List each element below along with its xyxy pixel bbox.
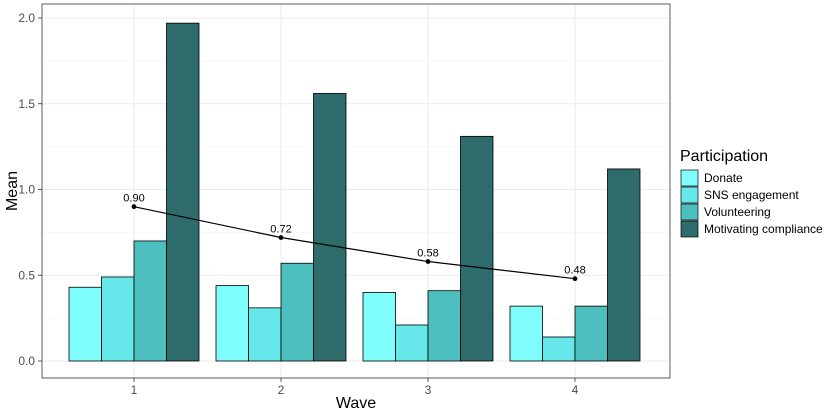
bar-volunteering-wave-1 — [133, 240, 167, 362]
bar-sns-engagement-wave-2 — [248, 307, 282, 362]
bar-donate-wave-2 — [215, 285, 249, 362]
bar-motivating-compliance-wave-4 — [607, 168, 641, 362]
y-tick-label: 0.5 — [18, 268, 35, 282]
y-tick-label: 1.0 — [18, 183, 35, 197]
legend-title: Participation — [680, 148, 768, 165]
x-tick-label: 2 — [278, 383, 285, 397]
axes: 0.0 0.5 1.0 1.5 2.0 1 2 3 4 — [18, 11, 578, 397]
trend-line-layer: 0.90 0.72 0.58 0.48 — [123, 193, 586, 282]
bar-donate-wave-3 — [362, 291, 396, 362]
bar-motivating-compliance-wave-3 — [460, 135, 494, 362]
x-tick-label: 1 — [131, 383, 138, 397]
bar-sns-engagement-wave-1 — [101, 276, 135, 362]
bar-motivating-compliance-wave-2 — [313, 93, 347, 362]
x-axis-title: Wave — [336, 395, 376, 412]
y-tick-label: 2.0 — [18, 11, 35, 25]
trend-point-label: 0.90 — [123, 193, 144, 205]
trend-point-label: 0.72 — [270, 224, 291, 236]
trend-point — [425, 259, 431, 264]
legend-key-sns-engagement — [680, 186, 699, 204]
trend-point — [278, 235, 284, 240]
trend-point — [131, 204, 137, 210]
trend-point-label: 0.48 — [564, 265, 585, 277]
trend-point — [572, 276, 578, 282]
trend-line — [133, 206, 576, 280]
legend-label-sns-engagement: SNS engagement — [704, 188, 799, 202]
bar-volunteering-wave-2 — [280, 262, 314, 362]
trend-point-label: 0.58 — [417, 248, 438, 260]
legend-label-volunteering: Volunteering — [704, 205, 771, 219]
y-axis-title: Mean — [4, 171, 21, 211]
legend: Participation Donate SNS engagement Volunt… — [680, 148, 823, 238]
bar-volunteering-wave-4 — [574, 305, 608, 362]
y-tick-label: 0.0 — [18, 354, 35, 368]
legend-key-motivating-compliance — [680, 220, 699, 238]
bar-donate-wave-4 — [509, 305, 543, 362]
legend-label-motivating-compliance: Motivating compliance — [704, 222, 823, 236]
bar-sns-engagement-wave-4 — [542, 336, 576, 362]
bar-sns-engagement-wave-3 — [395, 324, 429, 362]
bars — [68, 22, 641, 362]
legend-key-donate — [680, 169, 699, 187]
bar-donate-wave-1 — [68, 286, 102, 362]
bar-motivating-compliance-wave-1 — [166, 22, 200, 362]
legend-label-donate: Donate — [704, 171, 743, 185]
x-tick-label: 3 — [425, 383, 432, 397]
bar-volunteering-wave-3 — [427, 290, 461, 362]
legend-key-volunteering — [680, 203, 699, 221]
y-tick-label: 1.5 — [18, 97, 35, 111]
x-tick-label: 4 — [572, 383, 579, 397]
plot-panel-border — [41, 3, 671, 379]
